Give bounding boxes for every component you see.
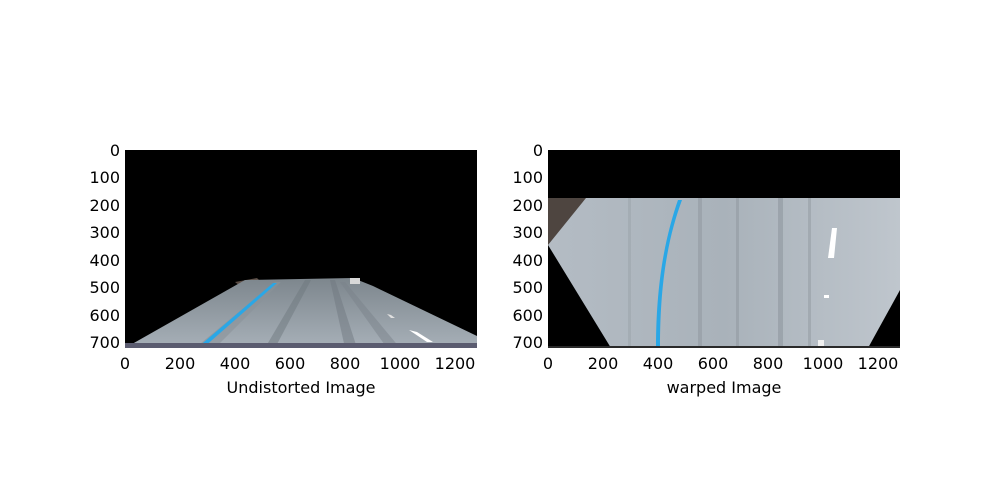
y-tick-label: 700 <box>89 333 120 352</box>
y-tick-label: 200 <box>89 196 120 215</box>
x-tick-label: 400 <box>219 354 251 373</box>
y-tick-label: 500 <box>89 278 120 297</box>
undistorted-road-image <box>125 150 477 348</box>
x-tick-label: 1000 <box>802 354 844 373</box>
y-tick-label: 600 <box>512 306 543 325</box>
y-tick-label: 100 <box>512 168 543 187</box>
y-tick-label: 0 <box>109 141 120 160</box>
warped-road-image <box>548 150 900 348</box>
x-tick-label: 800 <box>329 354 361 373</box>
x-tick-label: 200 <box>587 354 619 373</box>
y-tick-label: 300 <box>512 223 543 242</box>
y-tick-label: 0 <box>532 141 543 160</box>
lane-line-blue <box>197 283 277 348</box>
x-tick-label: 800 <box>752 354 784 373</box>
x-tick-label: 600 <box>274 354 306 373</box>
y-tick-label: 500 <box>512 278 543 297</box>
lane-dash-white <box>828 228 837 258</box>
y-tick-label: 700 <box>512 333 543 352</box>
y-tick-label: 200 <box>512 196 543 215</box>
x-axis-label: Undistorted Image <box>226 378 376 397</box>
x-tick-label: 0 <box>119 354 131 373</box>
lane-dash-white <box>409 330 433 342</box>
warped-image-axes <box>548 150 900 348</box>
x-tick-label: 1200 <box>434 354 476 373</box>
lane-line-blue <box>656 200 682 348</box>
x-tick-label: 400 <box>642 354 674 373</box>
y-tick-label: 400 <box>512 251 543 270</box>
x-tick-label: 1000 <box>379 354 421 373</box>
x-axis-label: warped Image <box>666 378 782 397</box>
y-tick-label: 600 <box>89 306 120 325</box>
x-tick-label: 600 <box>697 354 729 373</box>
y-tick-label: 300 <box>89 223 120 242</box>
x-tick-label: 1200 <box>857 354 899 373</box>
x-tick-label: 0 <box>542 354 554 373</box>
y-tick-label: 400 <box>89 251 120 270</box>
x-tick-label: 200 <box>164 354 196 373</box>
undistorted-image-axes <box>125 150 477 348</box>
y-tick-label: 100 <box>89 168 120 187</box>
